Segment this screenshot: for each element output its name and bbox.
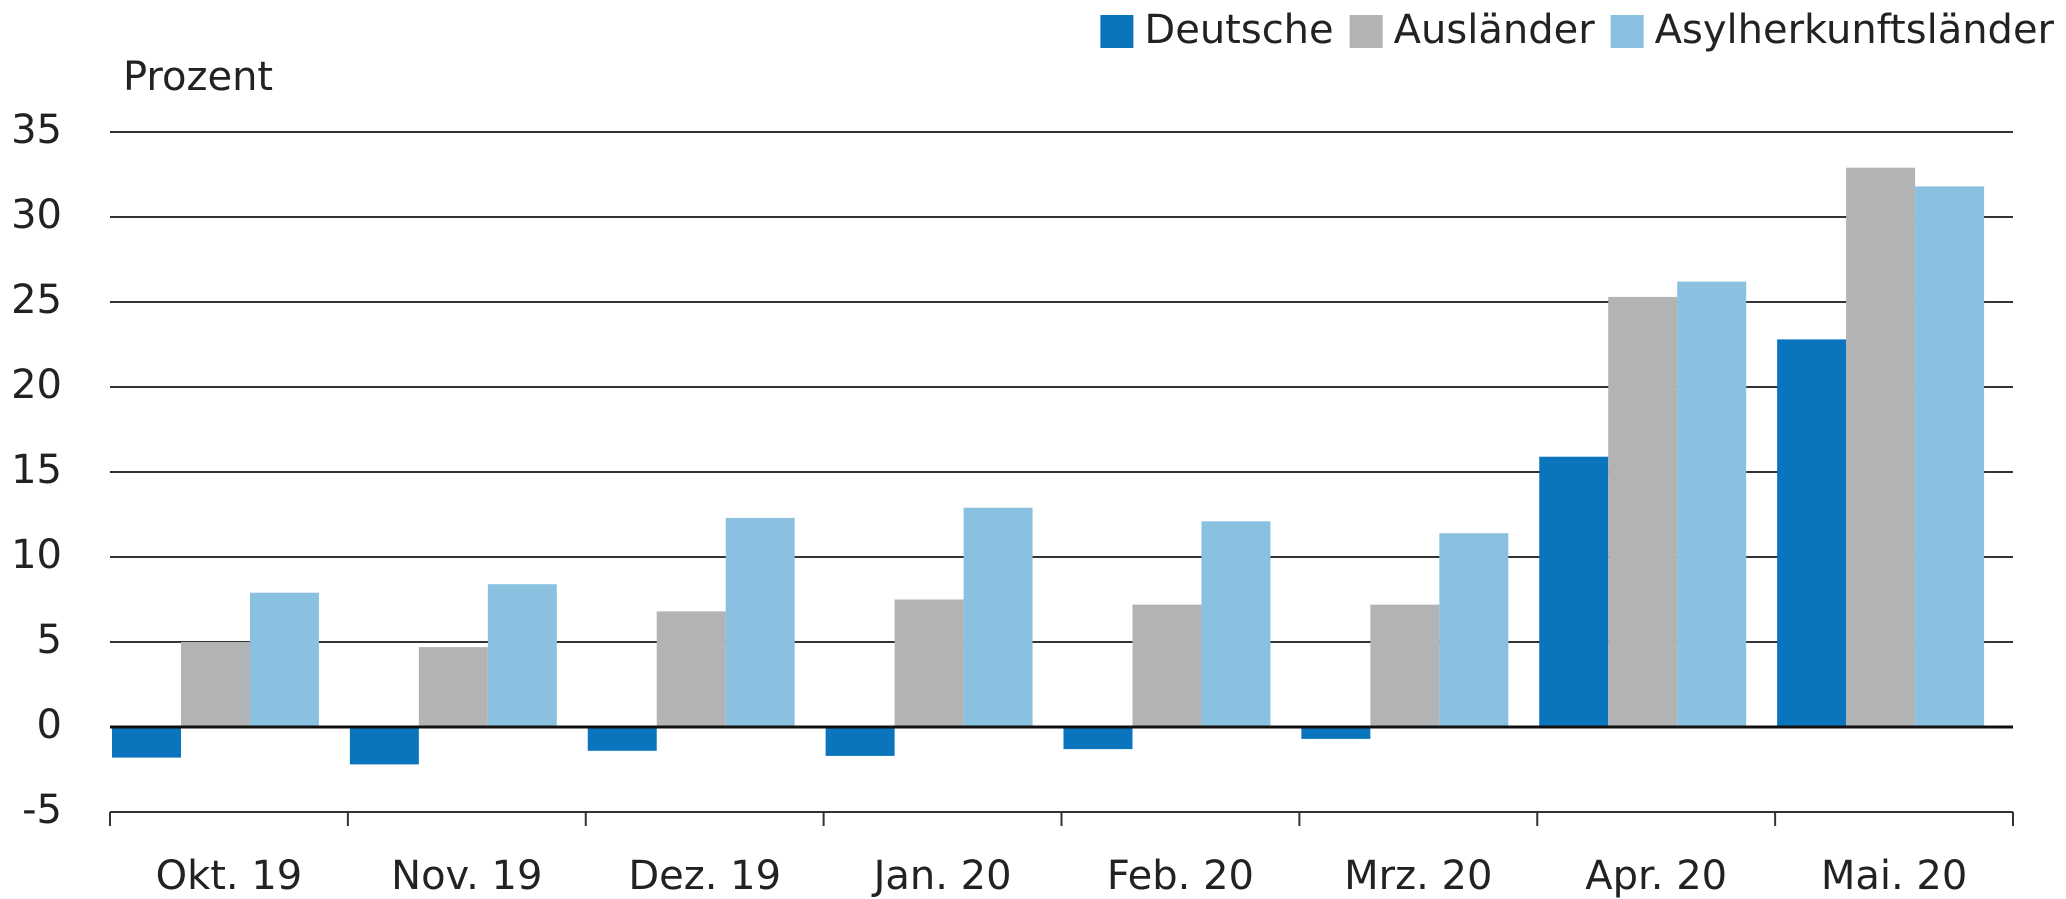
bar xyxy=(487,584,557,727)
x-tick-label: Mai. 20 xyxy=(1821,853,1967,899)
x-tick-label: Jan. 20 xyxy=(871,853,1012,899)
bar xyxy=(1539,456,1609,727)
bar xyxy=(1063,727,1133,750)
x-tick-label: Apr. 20 xyxy=(1585,853,1727,899)
bar xyxy=(656,611,726,727)
y-tick-label: 20 xyxy=(11,362,62,408)
bar xyxy=(825,727,895,756)
x-tick-label: Feb. 20 xyxy=(1107,853,1254,899)
x-tick-label: Mrz. 20 xyxy=(1344,853,1492,899)
bar xyxy=(112,727,181,758)
y-tick-label: 15 xyxy=(11,447,62,493)
y-tick-label: 10 xyxy=(11,532,62,578)
bar xyxy=(249,592,319,727)
legend-label: Ausländer xyxy=(1394,7,1596,53)
bar xyxy=(1301,727,1371,739)
bar xyxy=(1677,281,1747,727)
y-tick-label: 35 xyxy=(11,107,62,153)
x-tick-label: Dez. 19 xyxy=(628,853,781,899)
bar xyxy=(349,727,419,765)
bar xyxy=(418,647,488,727)
y-tick-label: -5 xyxy=(22,787,62,833)
y-tick-label: 5 xyxy=(37,617,62,663)
legend-swatch xyxy=(1610,15,1644,48)
bar xyxy=(587,727,657,751)
x-tick-label: Nov. 19 xyxy=(391,853,542,899)
x-tick-label: Okt. 19 xyxy=(156,853,303,899)
legend-swatch xyxy=(1100,15,1134,48)
bar xyxy=(894,599,964,727)
bar xyxy=(1132,604,1202,727)
y-axis-label: Prozent xyxy=(123,54,273,100)
bar xyxy=(1201,521,1271,727)
bar xyxy=(180,642,250,727)
y-tick-label: 25 xyxy=(11,277,62,323)
bar xyxy=(963,507,1033,727)
bar xyxy=(1846,167,1916,727)
bar xyxy=(1439,533,1509,727)
bar xyxy=(1777,339,1847,727)
bar xyxy=(1608,296,1678,727)
y-tick-label: 30 xyxy=(11,192,62,238)
y-tick-label: 0 xyxy=(37,702,62,748)
bar xyxy=(1370,604,1440,727)
legend-swatch xyxy=(1349,15,1383,48)
bar xyxy=(725,517,795,727)
legend-label: Asylherkunftsländer xyxy=(1655,7,2055,53)
legend-label: Deutsche xyxy=(1144,7,1333,53)
bar xyxy=(1915,186,1985,727)
